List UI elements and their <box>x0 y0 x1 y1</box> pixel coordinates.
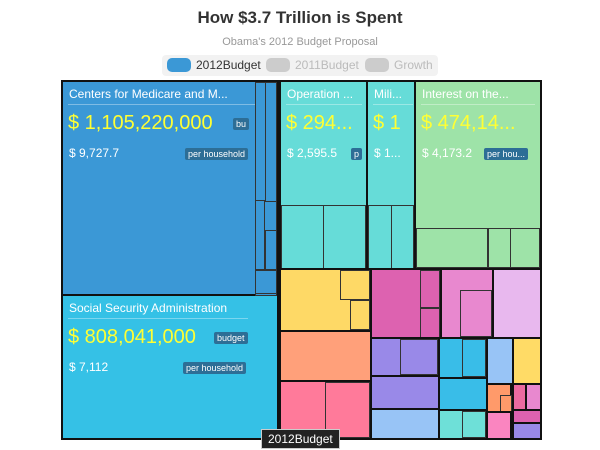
treemap-subcell[interactable] <box>400 339 438 375</box>
treemap-subcell[interactable] <box>462 339 486 377</box>
treemap-group[interactable] <box>492 268 542 339</box>
node-tag: budget <box>214 332 248 344</box>
treemap-subcell[interactable] <box>350 300 370 330</box>
node-name: Interest on the... <box>422 87 509 101</box>
treemap-group[interactable] <box>279 330 372 382</box>
treemap-subcell[interactable] <box>416 228 488 268</box>
node-amount: $ 1 <box>373 112 401 134</box>
node-name: Social Security Administration <box>69 301 228 315</box>
treemap-subcell[interactable] <box>391 205 414 269</box>
treemap-subcell[interactable] <box>265 230 277 270</box>
treemap-subcell[interactable] <box>462 411 486 438</box>
legend-swatch <box>365 58 389 72</box>
node-amount: $ 808,041,000 <box>68 326 196 348</box>
treemap-group[interactable] <box>512 337 542 385</box>
node-name: Operation ... <box>287 87 354 101</box>
treemap-node-social-security[interactable]: Social Security Administration $ 808,041… <box>61 294 279 440</box>
tooltip: 2012Budget <box>261 429 340 449</box>
legend-label: Growth <box>394 58 433 72</box>
node-divider <box>286 104 362 105</box>
node-per-household: $ 7,112 <box>69 360 109 374</box>
node-name: Centers for Medicare and M... <box>69 87 228 101</box>
node-name: Mili... <box>374 87 402 101</box>
treemap-subcell[interactable] <box>325 382 370 438</box>
node-amount: $ 294... <box>286 112 353 134</box>
treemap-group[interactable] <box>370 375 440 410</box>
node-per-household: $ 9,727.7 <box>69 146 120 160</box>
legend-label: 2012Budget <box>196 58 261 72</box>
treemap-subcell[interactable] <box>460 290 492 337</box>
treemap-subcell[interactable] <box>265 82 277 202</box>
treemap-group[interactable] <box>486 337 514 385</box>
treemap-group[interactable] <box>438 377 488 411</box>
legend-label: 2011Budget <box>295 58 359 72</box>
treemap-group[interactable] <box>486 411 512 440</box>
legend: 2012Budget 2011Budget Growth <box>162 55 438 76</box>
node-per-household-tag: per household <box>185 148 249 160</box>
node-per-household-tag: per household <box>183 362 247 374</box>
treemap-subcell[interactable] <box>420 270 440 308</box>
node-per-household: $ 1... <box>374 146 401 160</box>
legend-swatch <box>266 58 290 72</box>
legend-item-2011budget[interactable]: 2011Budget <box>266 58 359 72</box>
legend-item-growth[interactable]: Growth <box>365 58 433 72</box>
treemap-group[interactable] <box>370 408 440 440</box>
chart-subtitle: Obama's 2012 Budget Proposal <box>222 36 378 48</box>
node-divider <box>421 104 535 105</box>
chart-title: How $3.7 Trillion is Spent <box>197 8 403 27</box>
node-per-household: $ 2,595.5 <box>287 146 338 160</box>
legend-swatch <box>167 58 191 72</box>
node-per-household-tag: p <box>351 148 363 160</box>
node-per-household: $ 4,173.2 <box>422 146 473 160</box>
node-divider <box>68 104 268 105</box>
legend-item-2012budget[interactable]: 2012Budget <box>167 58 261 72</box>
node-amount: $ 1,105,220,000 <box>68 112 213 134</box>
node-divider <box>373 104 413 105</box>
node-per-household-tag: per hou... <box>484 148 529 160</box>
node-divider <box>68 318 248 319</box>
node-amount: $ 474,14... <box>421 112 516 134</box>
treemap-subcell[interactable] <box>340 270 370 300</box>
treemap-group[interactable] <box>525 383 542 411</box>
treemap-group[interactable] <box>512 422 542 440</box>
treemap-subcell[interactable] <box>420 308 440 338</box>
treemap-subcell[interactable] <box>323 205 366 269</box>
treemap-subcell[interactable] <box>255 200 265 270</box>
treemap-subcell[interactable] <box>255 270 277 294</box>
treemap-node-medicare[interactable]: Centers for Medicare and M... $ 1,105,22… <box>61 80 279 296</box>
node-tag: bu <box>233 118 250 130</box>
treemap-subcell[interactable] <box>510 228 540 268</box>
